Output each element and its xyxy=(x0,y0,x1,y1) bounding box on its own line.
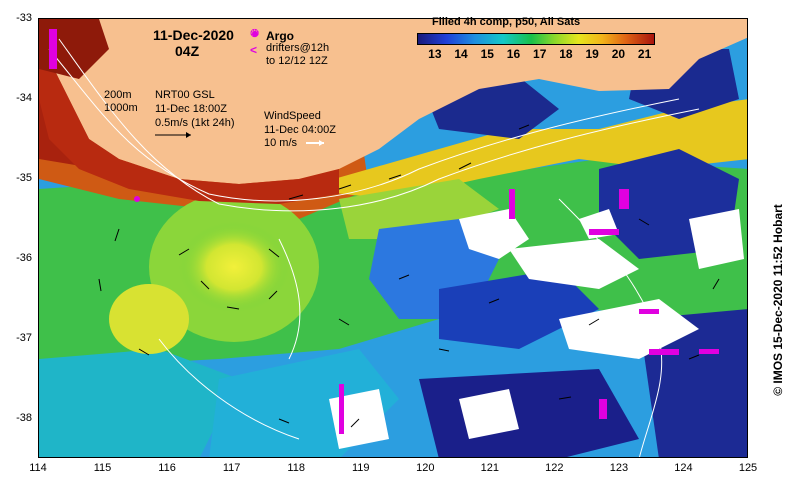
y-tick-label: -36 xyxy=(16,252,32,264)
wind-scale-arrow xyxy=(306,140,324,146)
x-tick-label: 119 xyxy=(351,462,370,474)
current-label-2: 11-Dec 18:00Z xyxy=(155,103,227,115)
colorbar-tick: 20 xyxy=(611,47,626,61)
colorbar-tick: 14 xyxy=(454,47,468,61)
x-tick-label: 115 xyxy=(93,462,112,474)
isobath-label-1000: 1000m xyxy=(104,102,138,114)
x-tick-label: 116 xyxy=(158,462,176,474)
x-tick-label: 124 xyxy=(674,462,693,474)
y-tick-label: -35 xyxy=(16,172,32,184)
x-tick-label: 117 xyxy=(222,462,241,474)
drifters-label-2: to 12/12 12Z xyxy=(266,55,328,67)
wind-label-1: WindSpeed xyxy=(264,110,321,122)
date-label: 11-Dec-2020 xyxy=(153,27,234,43)
sst-map xyxy=(38,18,748,458)
x-tick-label: 118 xyxy=(287,462,305,474)
land-mass xyxy=(39,19,747,184)
x-tick-label: 121 xyxy=(480,462,499,474)
drifters-label-1: drifters@12h xyxy=(266,42,330,54)
colorbar-ticks: 13 14 15 16 17 18 19 20 21 xyxy=(417,47,653,63)
credit-label: © IMOS 15-Dec-2020 11:52 Hobart xyxy=(771,204,785,396)
current-label-1: NRT00 GSL xyxy=(155,89,215,101)
colorbar-tick: 15 xyxy=(480,47,494,61)
y-tick-label: -37 xyxy=(16,332,32,344)
x-tick-label: 114 xyxy=(29,462,47,474)
y-tick-label: -38 xyxy=(16,412,32,424)
colorbar-tick: 16 xyxy=(506,47,521,61)
current-label-3: 0.5m/s (1kt 24h) xyxy=(155,117,235,129)
colorbar xyxy=(417,33,655,45)
argo-symbol: ❂ xyxy=(250,28,260,40)
argo-label: Argo xyxy=(266,29,294,43)
colorbar-tick: 19 xyxy=(585,47,599,61)
y-tick-label: -33 xyxy=(16,12,32,24)
colorbar-title: Filled 4h comp, p50, All Sats xyxy=(432,16,581,28)
x-tick-label: 122 xyxy=(545,462,564,474)
x-tick-label: 123 xyxy=(609,462,629,474)
colorbar-tick: 18 xyxy=(559,47,573,61)
drifter-symbol: < xyxy=(250,43,258,57)
wind-label-3: 10 m/s xyxy=(264,137,298,149)
time-label: 04Z xyxy=(175,43,200,59)
current-scale-arrow xyxy=(155,132,191,138)
colorbar-tick: 21 xyxy=(637,47,652,61)
y-axis: -33 -34 -35 -36 -37 -38 xyxy=(0,12,36,458)
sst-field xyxy=(39,19,747,457)
x-tick-label: 125 xyxy=(738,462,758,474)
wind-label-2: 11-Dec 04:00Z xyxy=(264,124,336,136)
y-tick-label: -34 xyxy=(16,92,32,104)
x-tick-label: 120 xyxy=(416,462,435,474)
colorbar-tick: 13 xyxy=(428,47,442,61)
isobath-label-200: 200m xyxy=(104,89,132,101)
colorbar-tick: 17 xyxy=(533,47,547,61)
x-axis: 114 115 116 117 118 119 120 121 122 123 124 125 xyxy=(29,462,757,482)
